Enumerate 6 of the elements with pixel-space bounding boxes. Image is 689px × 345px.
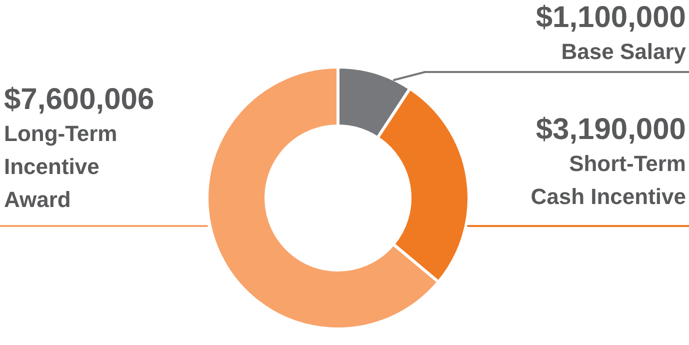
data-label: $7,600,006: [4, 83, 154, 116]
slice-label: Long-Term Incentive Award: [4, 121, 118, 212]
slice-label: Base Salary: [561, 39, 687, 64]
data-label: $3,190,000: [536, 113, 686, 146]
data-label: $1,100,000: [536, 1, 686, 34]
slice-label: Short-Term Cash Incentive: [530, 151, 686, 209]
